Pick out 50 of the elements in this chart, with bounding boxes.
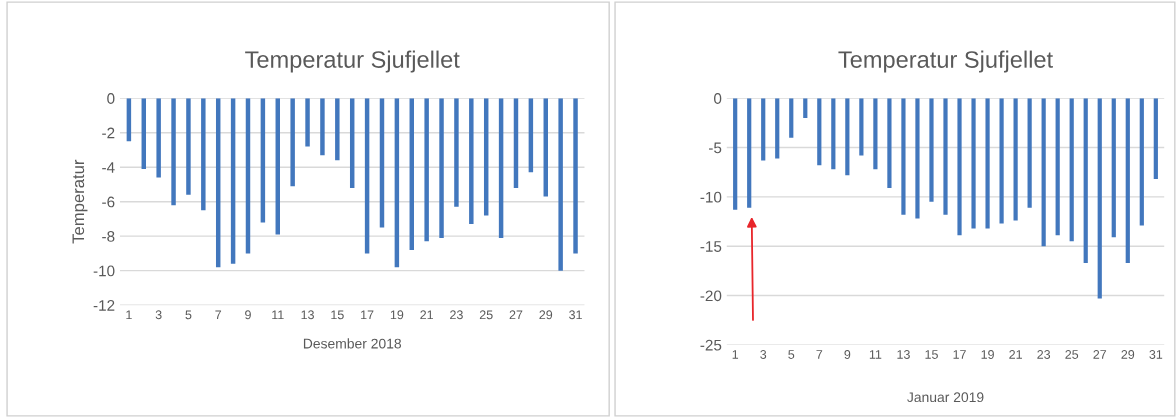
x-tick-label: 23 [450, 310, 463, 320]
y-axis-title: Temperatur [72, 159, 88, 244]
x-tick-label: 15 [331, 310, 344, 320]
x-tick-label: 15 [925, 350, 938, 359]
x-axis-title: Januar 2019 [907, 392, 984, 403]
x-tick-label: 13 [301, 310, 314, 320]
y-tick-label: 0 [107, 93, 115, 104]
x-tick-label: 29 [539, 310, 553, 320]
x-tick-label: 7 [215, 310, 222, 320]
x-tick-label: 1 [732, 350, 739, 359]
y-tick-label: -20 [700, 290, 722, 302]
x-tick-label: 13 [897, 350, 910, 359]
y-tick-label: -4 [102, 162, 115, 173]
x-tick-label: 1 [126, 310, 132, 320]
x-tick-label: 17 [361, 310, 374, 320]
x-tick-label: 25 [1065, 350, 1079, 359]
x-tick-label: 21 [420, 310, 433, 320]
y-tick-label: -10 [93, 265, 115, 277]
y-tick-label: -25 [700, 339, 722, 351]
y-tick-label: -15 [700, 241, 722, 252]
x-tick-label: 31 [1149, 350, 1163, 359]
x-tick-label: 11 [869, 350, 882, 359]
y-tick-label: -2 [102, 127, 115, 139]
y-tick-label: -10 [700, 191, 722, 203]
y-tick-label: -12 [93, 300, 115, 311]
x-tick-label: 23 [1037, 350, 1051, 359]
y-tick-label: -5 [709, 142, 722, 154]
x-tick-label: 3 [155, 310, 162, 320]
x-tick-label: 5 [185, 310, 192, 320]
y-tick-label: -6 [102, 196, 115, 208]
x-tick-label: 19 [981, 350, 994, 359]
chart-title: Temperatur Sjufjellet [838, 50, 1053, 73]
x-tick-label: 9 [844, 350, 851, 359]
x-tick-label: 29 [1121, 350, 1135, 359]
x-tick-label: 27 [1093, 350, 1107, 359]
x-tick-label: 5 [788, 350, 795, 359]
x-tick-label: 3 [760, 350, 767, 359]
x-tick-label: 17 [953, 350, 966, 359]
y-tick-label: -8 [102, 231, 115, 242]
x-tick-label: 27 [509, 310, 523, 320]
x-tick-label: 21 [1009, 350, 1022, 359]
x-tick-label: 11 [272, 310, 284, 320]
x-tick-label: 25 [479, 310, 493, 320]
x-tick-label: 31 [569, 310, 582, 320]
x-tick-label: 9 [245, 310, 251, 320]
x-tick-label: 19 [390, 310, 404, 320]
x-tick-label: 7 [816, 350, 823, 359]
y-tick-label: 0 [714, 93, 722, 104]
x-axis-title: Desember 2018 [303, 338, 402, 349]
chart-title: Temperatur Sjufjellet [245, 50, 460, 73]
